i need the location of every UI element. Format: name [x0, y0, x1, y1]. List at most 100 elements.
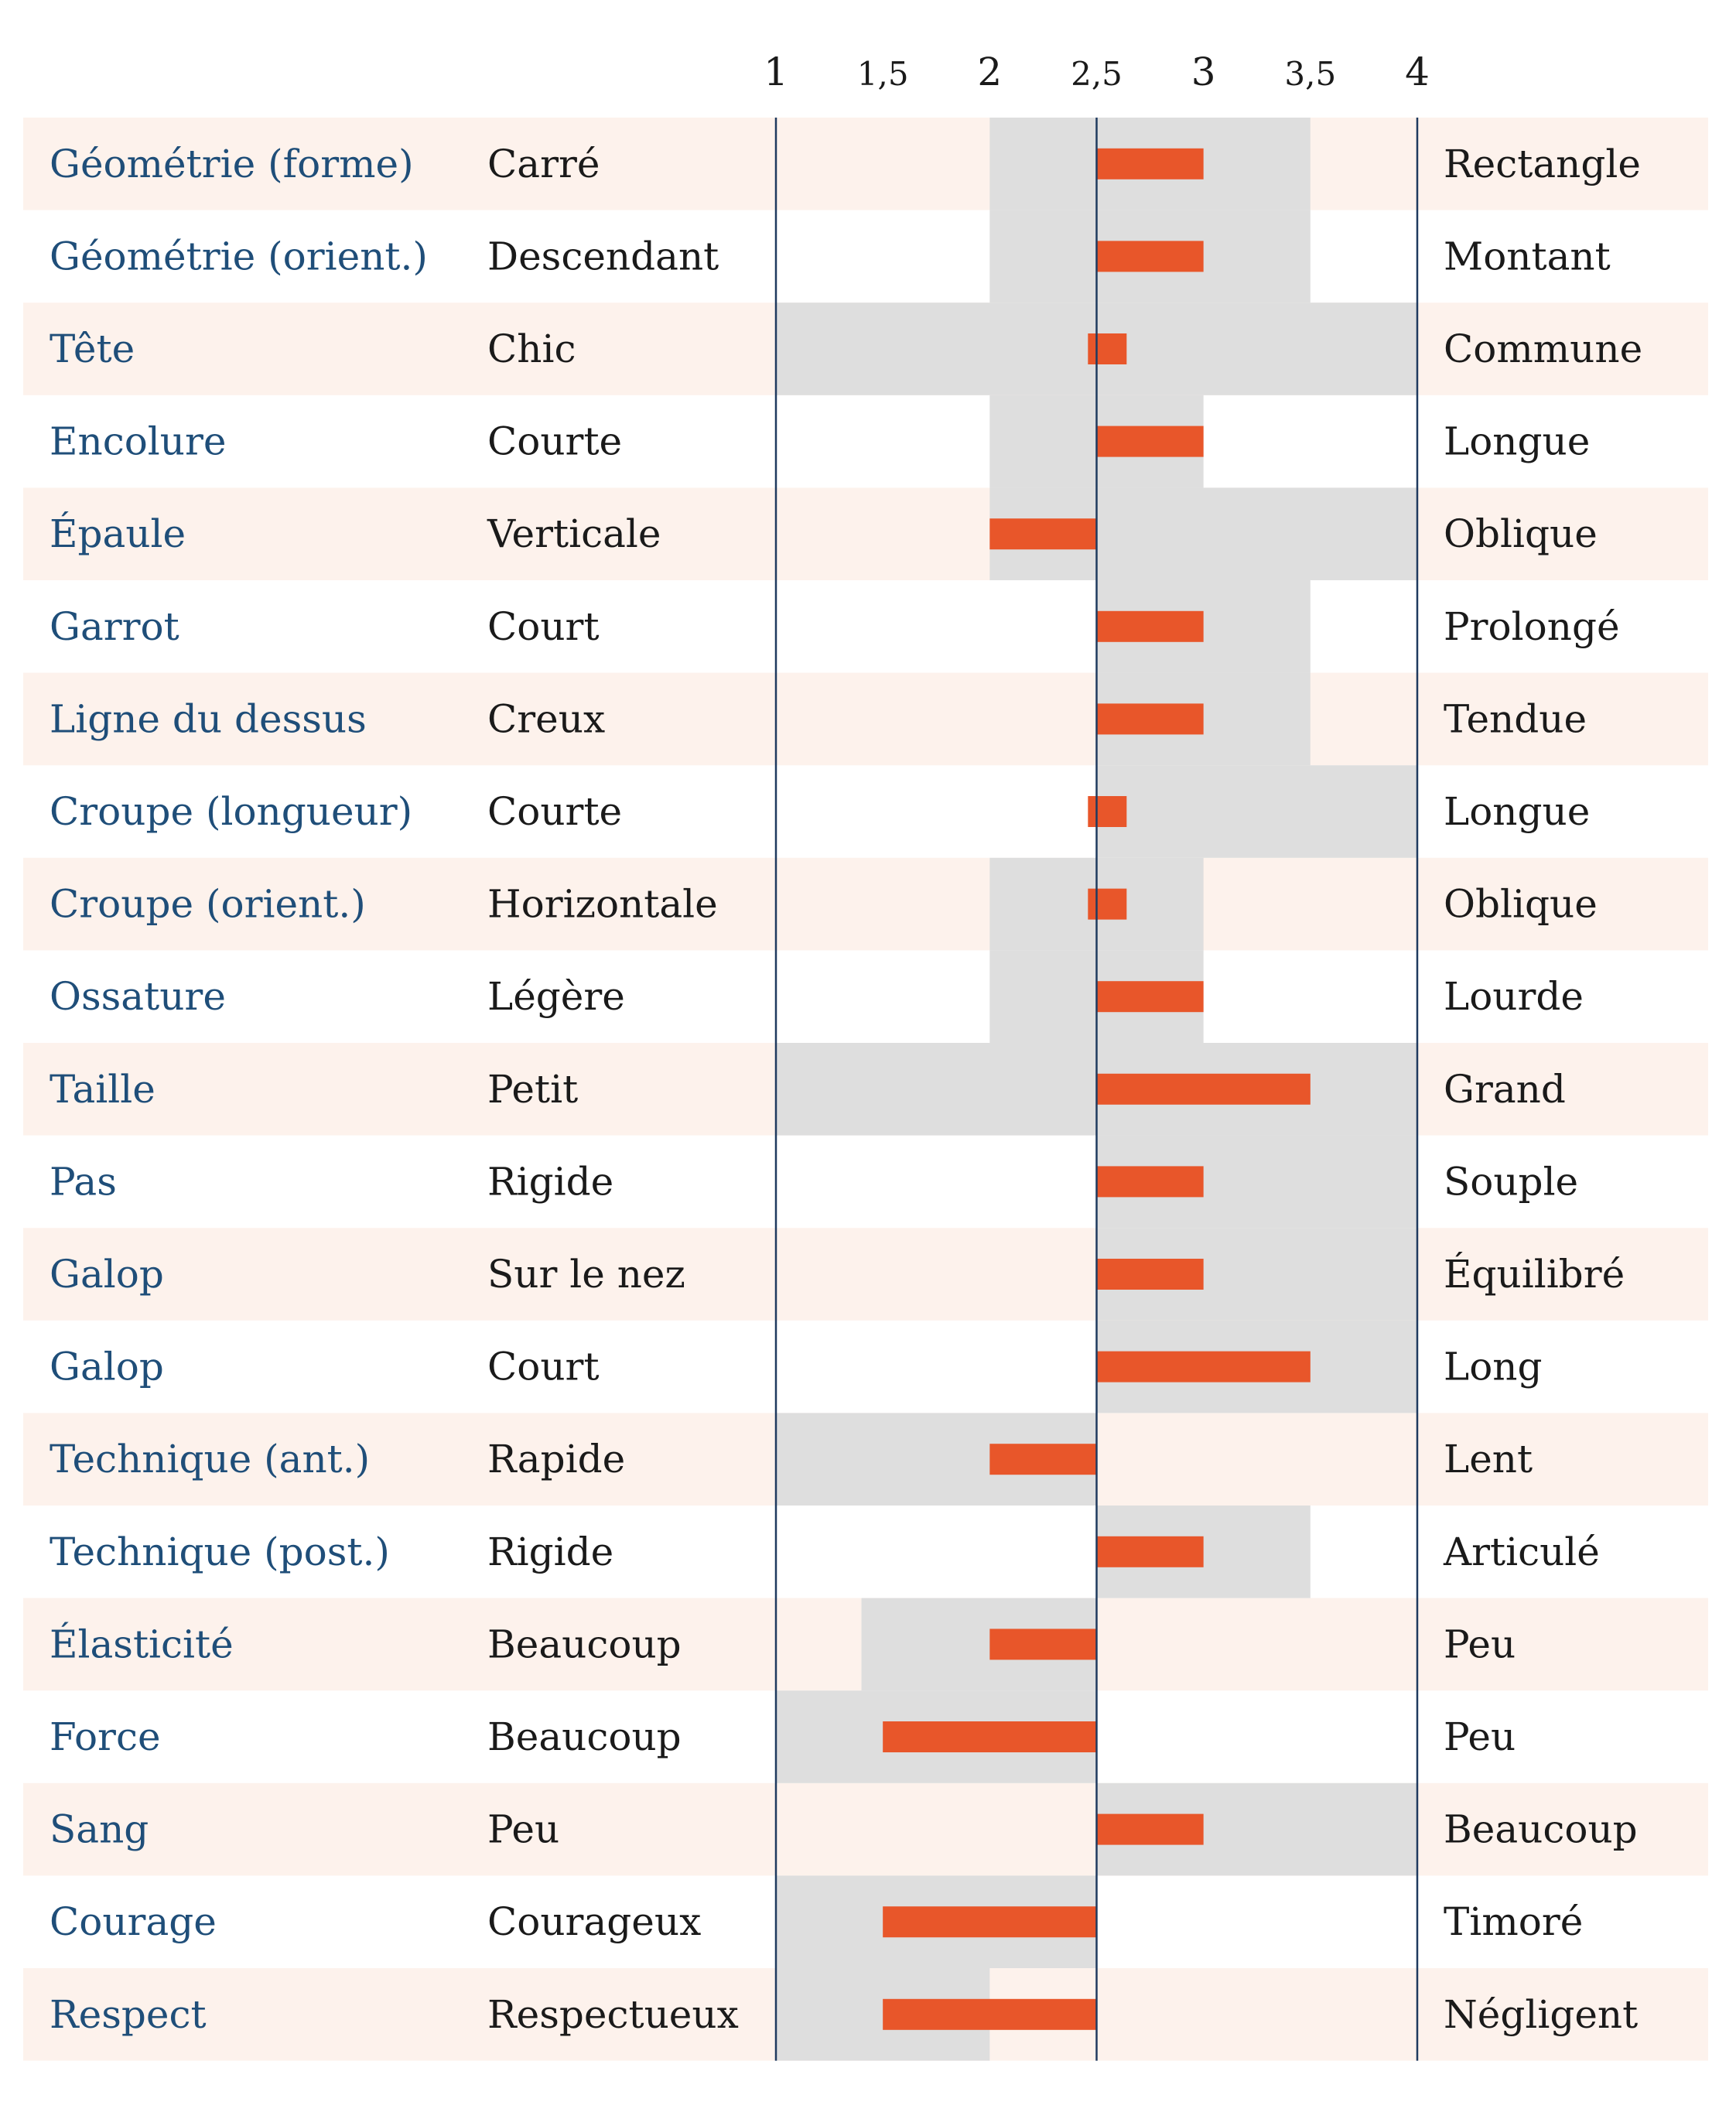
high-pole-label: Peu	[1444, 1622, 1516, 1666]
low-pole-label: Beaucoup	[487, 1714, 682, 1759]
value-bar	[1096, 1813, 1204, 1845]
tick-label: 3,5	[1284, 55, 1336, 93]
trait-label: Technique (ant.)	[50, 1437, 370, 1482]
high-pole-label: Montant	[1444, 234, 1611, 279]
value-bar	[1096, 610, 1204, 642]
range-band	[1096, 765, 1417, 858]
trait-label: Galop	[50, 1252, 164, 1297]
trait-label: Force	[50, 1714, 161, 1759]
high-pole-label: Lent	[1444, 1437, 1533, 1482]
high-pole-label: Articulé	[1443, 1530, 1600, 1574]
trait-label: Galop	[50, 1345, 164, 1389]
low-pole-label: Court	[487, 1345, 600, 1389]
value-bar	[1096, 241, 1204, 272]
value-bar	[1088, 333, 1127, 364]
low-pole-label: Carré	[487, 142, 600, 186]
low-pole-label: Peu	[487, 1807, 559, 1852]
high-pole-label: Commune	[1444, 326, 1642, 371]
value-bar	[1096, 703, 1204, 735]
value-bar	[883, 1998, 1097, 2030]
value-bar	[989, 1629, 1097, 1660]
value-bar	[1096, 426, 1204, 457]
value-bar	[883, 1721, 1097, 1752]
trait-label: Taille	[50, 1067, 155, 1112]
high-pole-label: Lourde	[1444, 974, 1584, 1019]
row-background	[23, 1228, 1708, 1321]
low-pole-label: Rigide	[487, 1530, 613, 1574]
tick-label: 2	[977, 50, 1002, 94]
tick-label: 4	[1405, 50, 1430, 94]
value-bar	[1096, 1166, 1204, 1198]
high-pole-label: Timoré	[1444, 1899, 1583, 1944]
trait-label: Pas	[50, 1159, 117, 1204]
high-pole-label: Peu	[1444, 1714, 1516, 1759]
row-background	[23, 857, 1708, 951]
trait-label: Technique (post.)	[50, 1530, 390, 1574]
high-pole-label: Oblique	[1444, 511, 1598, 556]
high-pole-label: Grand	[1444, 1067, 1566, 1112]
value-bar	[1088, 888, 1127, 920]
low-pole-label: Courageux	[487, 1899, 701, 1944]
low-pole-label: Courte	[487, 789, 622, 834]
value-bar	[1096, 981, 1204, 1013]
row-background	[23, 672, 1708, 766]
low-pole-label: Rigide	[487, 1159, 613, 1204]
value-bar	[1096, 1351, 1311, 1383]
trait-label: Garrot	[50, 604, 179, 649]
value-bar	[1096, 1259, 1204, 1290]
low-pole-label: Chic	[487, 326, 576, 371]
trait-label: Respect	[50, 1992, 207, 2037]
low-pole-label: Beaucoup	[487, 1622, 682, 1666]
high-pole-label: Rectangle	[1444, 142, 1641, 186]
low-pole-label: Descendant	[487, 234, 719, 279]
row-labels: Géométrie (forme) Carré Rectangle Géométrie…	[50, 142, 1642, 2037]
trait-label: Encolure	[50, 419, 227, 464]
trait-label: Ossature	[50, 974, 226, 1019]
value-bar	[1096, 148, 1204, 179]
value-bar	[1096, 1536, 1204, 1567]
high-pole-label: Longue	[1444, 419, 1590, 464]
tick-label: 2,5	[1071, 55, 1123, 93]
trait-label: Élasticité	[50, 1621, 234, 1666]
trait-label: Courage	[50, 1899, 217, 1944]
tick-label: 1,5	[857, 55, 909, 93]
high-pole-label: Tendue	[1444, 696, 1587, 741]
high-pole-label: Négligent	[1444, 1992, 1638, 2037]
high-pole-label: Souple	[1444, 1159, 1578, 1204]
value-bar	[989, 518, 1097, 550]
row-background	[23, 118, 1708, 210]
high-pole-label: Équilibré	[1444, 1251, 1625, 1297]
high-pole-label: Longue	[1444, 789, 1590, 834]
tick-label: 3	[1191, 50, 1216, 94]
row-background	[23, 487, 1708, 580]
high-pole-label: Beaucoup	[1444, 1807, 1638, 1852]
trait-label: Tête	[50, 326, 135, 371]
low-pole-label: Horizontale	[487, 882, 718, 927]
value-bar	[1088, 796, 1127, 827]
low-pole-label: Creux	[487, 696, 605, 741]
low-pole-label: Verticale	[487, 511, 661, 556]
trait-label: Ligne du dessus	[50, 696, 367, 741]
low-pole-label: Rapide	[487, 1437, 625, 1482]
low-pole-label: Sur le nez	[487, 1252, 685, 1297]
trait-label: Croupe (longueur)	[50, 789, 412, 834]
low-pole-label: Légère	[487, 974, 625, 1019]
value-bars	[883, 148, 1311, 2030]
value-bar	[883, 1906, 1097, 1938]
row-background	[23, 1782, 1708, 1876]
trait-label: Géométrie (orient.)	[50, 234, 428, 279]
high-pole-label: Oblique	[1444, 882, 1598, 927]
trait-label: Croupe (orient.)	[50, 882, 366, 927]
value-bar	[989, 1444, 1097, 1475]
trait-label: Sang	[50, 1807, 149, 1852]
trait-label: Géométrie (forme)	[50, 142, 414, 186]
high-pole-label: Long	[1444, 1345, 1543, 1389]
tick-labels: 1 1,5 2 2,5 3 3,5 4	[764, 50, 1430, 94]
low-pole-label: Courte	[487, 419, 622, 464]
low-pole-label: Respectueux	[487, 1992, 739, 2037]
axis-lines	[774, 118, 1419, 2061]
trait-label: Épaule	[50, 511, 186, 556]
high-pole-label: Prolongé	[1444, 604, 1620, 649]
tick-label: 1	[764, 50, 788, 94]
